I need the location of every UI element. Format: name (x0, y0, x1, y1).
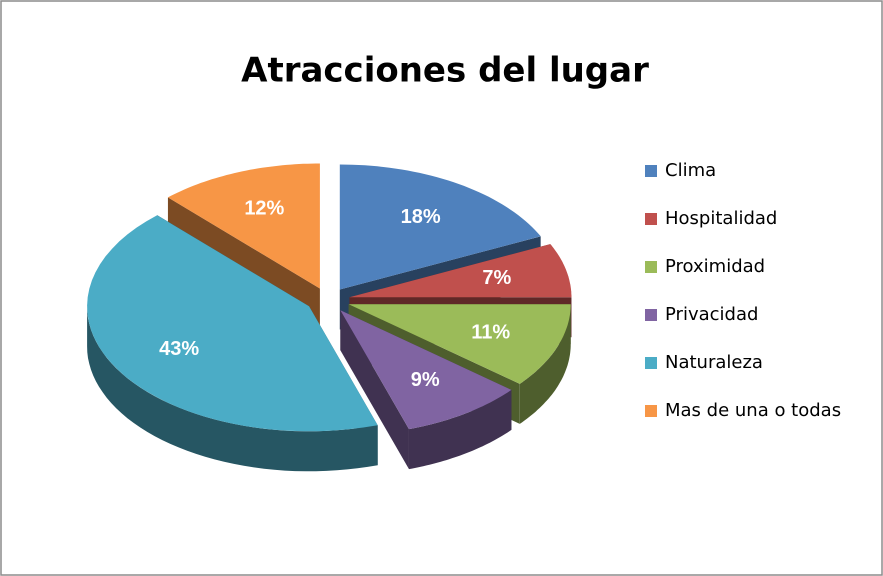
legend-swatch (645, 405, 657, 417)
slice (340, 310, 512, 470)
chart-title: Atracciones del lugar (241, 51, 649, 91)
slice-side (409, 389, 512, 470)
data-label: 9% (411, 369, 440, 391)
legend-label: Naturaleza (665, 352, 763, 373)
slice-top (348, 304, 571, 384)
data-label: 18% (401, 206, 441, 228)
data-label: 12% (244, 198, 284, 220)
legend-swatch (645, 357, 657, 369)
legend-swatch (645, 165, 657, 177)
legend-label: Privacidad (665, 304, 758, 325)
legend-swatch (645, 261, 657, 273)
data-label: 7% (482, 267, 511, 289)
slice-top (167, 163, 320, 289)
slice-top (87, 215, 378, 432)
slice-cut-face (340, 310, 409, 470)
slice (87, 215, 378, 472)
slice-top (349, 244, 572, 298)
legend-label: Mas de una o todas (665, 400, 841, 421)
legend: Clima Hospitalidad Proximidad Privacidad Nat… (645, 160, 841, 421)
legend-swatch (645, 309, 657, 321)
data-label: 43% (159, 338, 199, 360)
legend-label: Clima (665, 160, 716, 181)
slice-side (519, 304, 571, 424)
legend-swatch (645, 213, 657, 225)
legend-label: Proximidad (665, 256, 765, 277)
data-label: 11% (471, 321, 510, 343)
slice-top (340, 310, 512, 430)
slice-side (87, 306, 378, 472)
legend-label: Hospitalidad (665, 208, 777, 229)
slice-top (339, 164, 541, 290)
pie: 18% 7% 11% 9% 43% 12% (87, 163, 572, 472)
